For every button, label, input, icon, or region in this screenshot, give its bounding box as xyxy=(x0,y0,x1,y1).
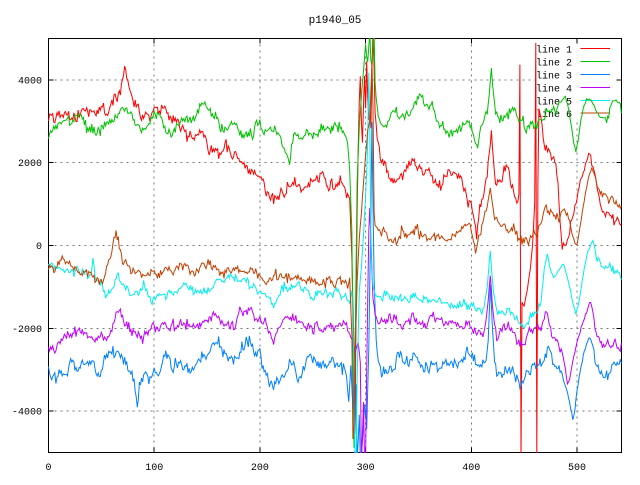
svg-text:100: 100 xyxy=(145,463,163,474)
svg-text:200: 200 xyxy=(251,463,269,474)
svg-text:line 4: line 4 xyxy=(536,83,572,95)
svg-text:0: 0 xyxy=(36,242,42,253)
svg-text:2000: 2000 xyxy=(18,159,42,170)
svg-text:-2000: -2000 xyxy=(12,325,42,336)
svg-text:p1940_05: p1940_05 xyxy=(309,15,362,27)
svg-text:400: 400 xyxy=(462,463,480,474)
svg-text:line 3: line 3 xyxy=(536,71,572,83)
svg-text:500: 500 xyxy=(568,463,586,474)
svg-text:0: 0 xyxy=(45,463,51,474)
svg-text:-4000: -4000 xyxy=(12,408,42,419)
svg-text:300: 300 xyxy=(357,463,375,474)
svg-text:line 1: line 1 xyxy=(536,45,572,57)
svg-text:4000: 4000 xyxy=(18,76,42,87)
svg-text:line 2: line 2 xyxy=(536,58,572,70)
